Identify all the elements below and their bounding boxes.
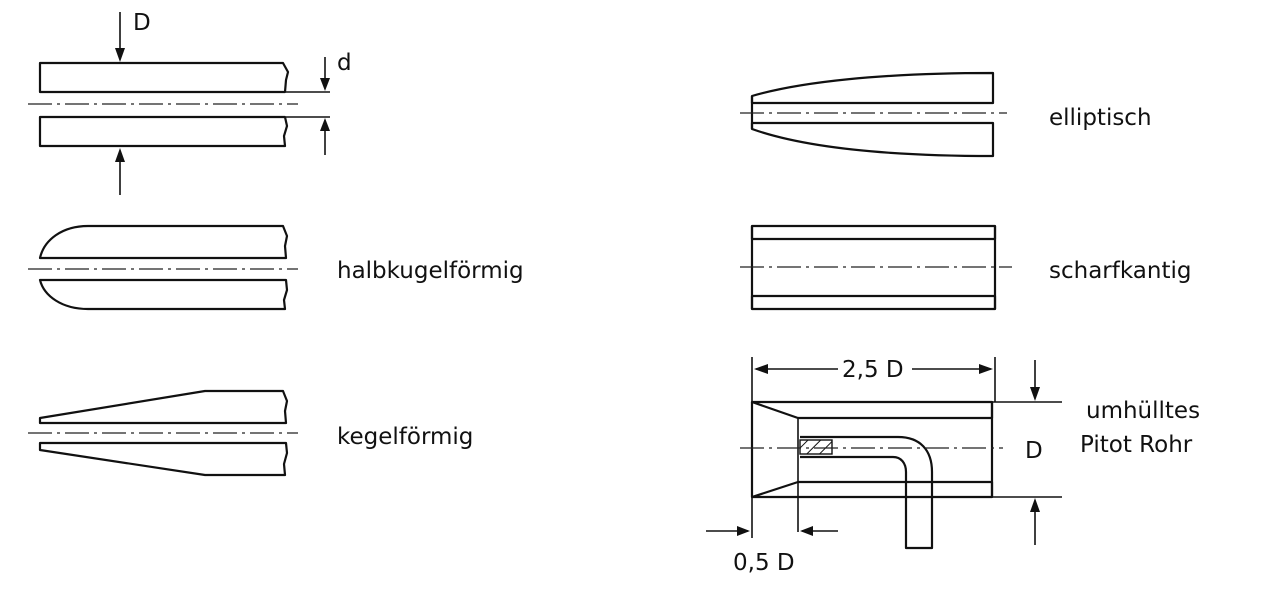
hemi-lower-wall: [38, 278, 289, 311]
dim-diameter-lower-arrowhead: [1030, 498, 1040, 512]
probe-flat-end: D d: [28, 10, 352, 195]
ellip-label: elliptisch: [1049, 105, 1152, 131]
shroud-upper-wall: [750, 400, 994, 420]
sharp-label: scharfkantig: [1049, 258, 1191, 284]
flat-upper-wall: [38, 61, 290, 94]
ellip-upper-wall: [750, 71, 995, 105]
dim-length-label: 2,5 D: [842, 357, 904, 383]
dim-length-arrowhead-right: [979, 364, 993, 374]
dim-D-label: D: [133, 10, 151, 36]
dim-D-lower-arrowhead: [115, 148, 125, 162]
pitot-tube-tip-hatch: [799, 439, 833, 455]
dim-inlet-arrowhead-right: [800, 526, 813, 536]
dim-diameter-label: D: [1025, 438, 1043, 464]
dim-D-upper-arrowhead: [115, 48, 125, 62]
probe-elliptical: elliptisch: [740, 71, 1152, 158]
pitot-label-line2: Pitot Rohr: [1080, 432, 1193, 458]
pitot-tube-body: [800, 435, 934, 550]
probe-hemispherical: halbkugelförmig: [28, 224, 524, 311]
cone-label: kegelförmig: [337, 424, 473, 450]
sharp-lower-wall: [750, 294, 997, 311]
hemi-label: halbkugelförmig: [337, 258, 524, 284]
probe-conical: kegelförmig: [28, 389, 473, 477]
ellip-lower-wall: [750, 121, 995, 158]
cone-upper-wall: [38, 389, 289, 425]
dim-d-upper-arrowhead: [320, 78, 330, 91]
sharp-upper-wall: [750, 224, 997, 241]
hemi-upper-wall: [38, 224, 289, 260]
pitot-label-line1: umhülltes: [1086, 398, 1200, 424]
dim-length-arrowhead-left: [754, 364, 768, 374]
dim-d-lower-arrowhead: [320, 118, 330, 131]
dim-inlet-label: 0,5 D: [733, 550, 795, 576]
dim-d-label: d: [337, 50, 352, 76]
shroud-lower-wall: [750, 480, 994, 499]
dim-inlet-arrowhead-left: [737, 526, 750, 536]
probe-shrouded-pitot: 2,5 D D 0,5 D umhülltes Pitot Rohr: [706, 357, 1200, 576]
cone-lower-wall: [38, 441, 289, 477]
dim-diameter-upper-arrowhead: [1030, 387, 1040, 401]
flat-lower-wall: [38, 115, 289, 148]
probe-sharp-edged: scharfkantig: [740, 224, 1191, 311]
